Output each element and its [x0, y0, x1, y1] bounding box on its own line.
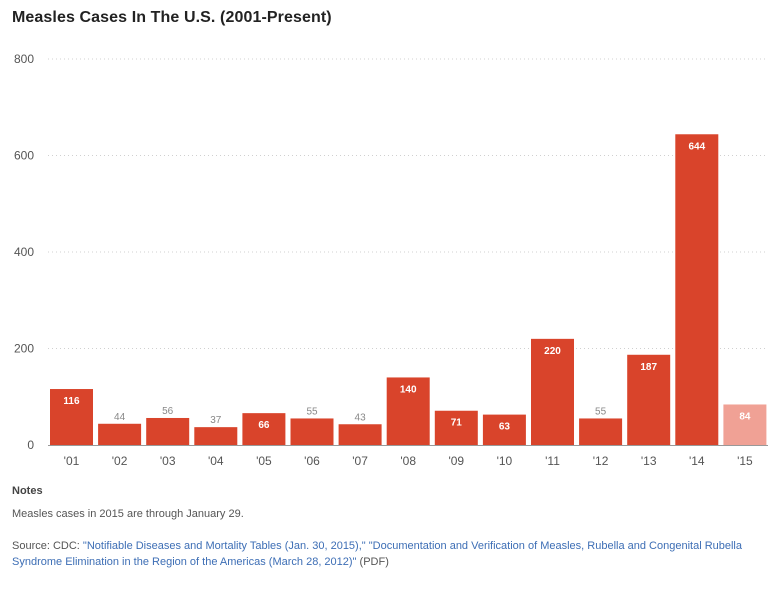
bar — [386, 377, 430, 445]
notes-text: Measles cases in 2015 are through Januar… — [12, 508, 244, 520]
bar — [482, 414, 526, 445]
bar — [627, 354, 671, 445]
chart-title: Measles Cases In The U.S. (2001-Present) — [12, 9, 332, 26]
bar-value-label: 37 — [210, 415, 222, 426]
bar — [194, 427, 238, 445]
y-tick-label: 600 — [14, 149, 34, 163]
bar — [531, 338, 574, 445]
bar-value-label: 63 — [499, 422, 511, 433]
x-tick-label: '14 — [689, 454, 705, 468]
bar — [242, 413, 286, 445]
bar — [723, 404, 767, 445]
bar — [146, 417, 190, 445]
notes-section: Notes Measles cases in 2015 are through … — [12, 483, 772, 570]
x-tick-label: '15 — [737, 454, 753, 468]
notes-heading: Notes — [12, 485, 43, 497]
bar — [579, 418, 623, 445]
bar-value-label: 44 — [114, 412, 126, 423]
bar-chart: 0 200 400 600 800 116 '01 44 '02 56 '03 37 '04 66 '05 5… — [14, 52, 768, 468]
bar-value-label: 71 — [451, 418, 463, 429]
bar — [290, 418, 334, 445]
x-tick-label: '04 — [208, 454, 224, 468]
x-tick-label: '02 — [112, 454, 128, 468]
x-tick-label: '08 — [400, 454, 416, 468]
bar-value-label: 55 — [306, 406, 318, 417]
source-link-measles-elimination[interactable]: "Documentation and Verification of Measl… — [12, 540, 742, 568]
x-tick-label: '06 — [304, 454, 320, 468]
x-tick-label: '03 — [160, 454, 176, 468]
x-tick-label: '05 — [256, 454, 272, 468]
x-tick-label: '10 — [497, 454, 513, 468]
x-tick-label: '07 — [352, 454, 368, 468]
bar-value-label: 55 — [595, 406, 607, 417]
bar-value-label: 140 — [400, 384, 417, 395]
bar-value-label: 43 — [355, 412, 367, 423]
bar — [98, 423, 142, 445]
bar — [338, 424, 382, 445]
source-line: Source: CDC: "Notifiable Diseases and Mo… — [12, 538, 772, 570]
bar — [50, 389, 93, 445]
source-prefix: Source: CDC: — [12, 540, 83, 552]
bar — [675, 134, 719, 445]
bar-value-label: 66 — [258, 420, 270, 431]
bar-value-label: 84 — [739, 411, 751, 422]
bar — [434, 410, 478, 445]
x-tick-label: '12 — [593, 454, 609, 468]
y-tick-label: 200 — [14, 342, 34, 356]
source-suffix: (PDF) — [356, 556, 389, 568]
bar-value-label: 187 — [640, 362, 657, 373]
bar-value-label: 116 — [63, 396, 80, 407]
bar-value-label: 56 — [162, 406, 174, 417]
y-tick-label: 800 — [14, 52, 34, 66]
x-tick-label: '13 — [641, 454, 657, 468]
bar-value-label: 220 — [544, 346, 561, 357]
x-tick-label: '11 — [545, 454, 560, 468]
bar-value-label: 644 — [688, 141, 705, 152]
x-tick-label: '01 — [64, 454, 80, 468]
y-tick-label: 400 — [14, 245, 34, 259]
source-link-notifiable-diseases[interactable]: "Notifiable Diseases and Mortality Table… — [82, 540, 366, 552]
x-tick-label: '09 — [448, 454, 464, 468]
y-tick-label: 0 — [27, 438, 34, 452]
